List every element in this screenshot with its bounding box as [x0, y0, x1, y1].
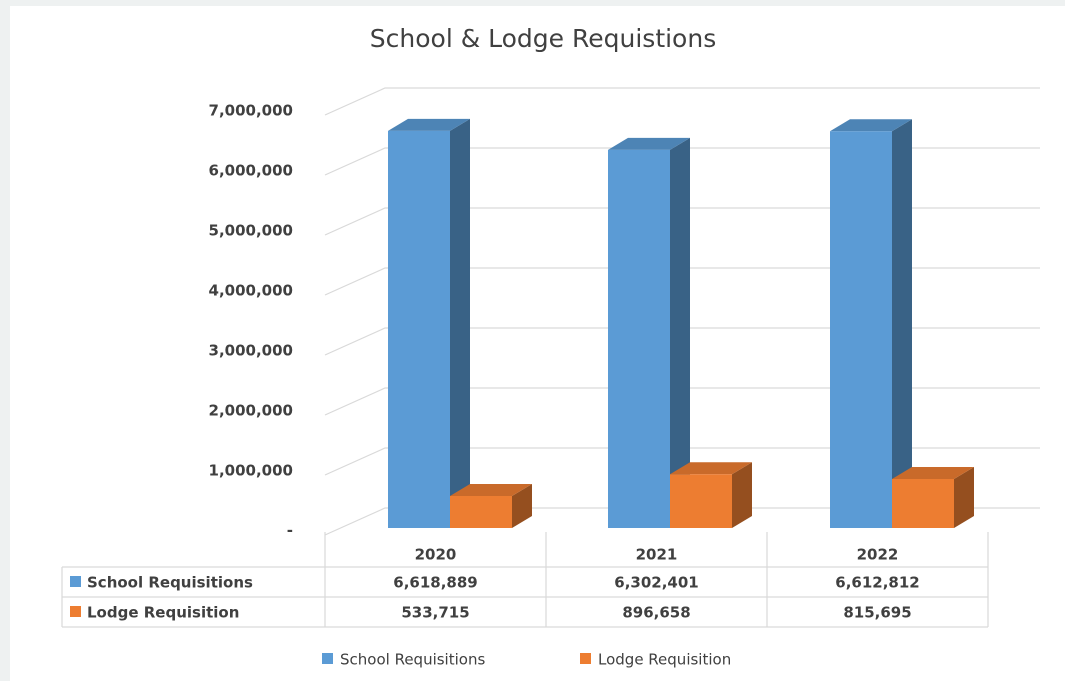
- bar: [670, 462, 752, 528]
- bar-side: [732, 462, 752, 528]
- table-row-label: School Requisitions: [87, 574, 253, 592]
- bar-side: [954, 467, 974, 528]
- chart-title: School & Lodge Requistions: [370, 24, 716, 53]
- table-row-label: Lodge Requisition: [87, 604, 239, 622]
- table-cell: 6,612,812: [835, 574, 919, 592]
- grid-line: [324, 447, 1040, 476]
- grid-line: [324, 147, 1040, 176]
- grid-line: [324, 267, 1040, 296]
- bar-side: [450, 118, 470, 528]
- bar-side: [670, 137, 690, 528]
- bar-side: [892, 119, 912, 529]
- bar-front: [608, 149, 670, 528]
- x-tick-label: 2020: [415, 546, 457, 564]
- bar-top: [388, 118, 470, 131]
- grid-line: [324, 327, 1040, 356]
- bar: [608, 137, 690, 528]
- legend-label: Lodge Requisition: [598, 651, 731, 669]
- y-tick-label: 7,000,000: [209, 102, 293, 120]
- legend-swatch: [580, 653, 591, 664]
- bar-top: [830, 119, 912, 132]
- bar-front: [830, 131, 892, 529]
- grid-line: [324, 207, 1040, 236]
- bar: [830, 119, 912, 529]
- bar: [388, 118, 470, 529]
- bar-top: [450, 483, 532, 496]
- table-cell: 6,302,401: [614, 574, 698, 592]
- bar-side: [512, 483, 532, 528]
- x-tick-label: 2021: [636, 546, 678, 564]
- table-legend-key: [70, 576, 81, 587]
- y-tick-label: 4,000,000: [209, 282, 293, 300]
- y-tick-label: 2,000,000: [209, 402, 293, 420]
- y-tick-label: 1,000,000: [209, 462, 293, 480]
- bar-front: [388, 130, 450, 529]
- bar-front: [670, 474, 732, 528]
- y-tick-label: 6,000,000: [209, 162, 293, 180]
- y-tick-label: 3,000,000: [209, 342, 293, 360]
- bar-front: [450, 495, 512, 528]
- y-tick-label: -: [287, 522, 293, 540]
- x-tick-label: 2022: [857, 546, 899, 564]
- grid-line: [324, 387, 1040, 416]
- table-cell: 6,618,889: [393, 574, 477, 592]
- legend-swatch: [322, 653, 333, 664]
- bar-top: [670, 462, 752, 475]
- table-legend-key: [70, 606, 81, 617]
- table-cell: 533,715: [401, 604, 469, 622]
- bar-top: [608, 137, 690, 150]
- table-cell: 815,695: [843, 604, 911, 622]
- bar-front: [892, 479, 954, 528]
- legend-label: School Requisitions: [340, 651, 485, 669]
- grid-line: [324, 507, 1040, 536]
- bar-top: [892, 467, 974, 480]
- table-cell: 896,658: [622, 604, 690, 622]
- grid-line: [324, 87, 1040, 116]
- y-tick-label: 5,000,000: [209, 222, 293, 240]
- bar: [450, 483, 532, 528]
- bar: [892, 467, 974, 528]
